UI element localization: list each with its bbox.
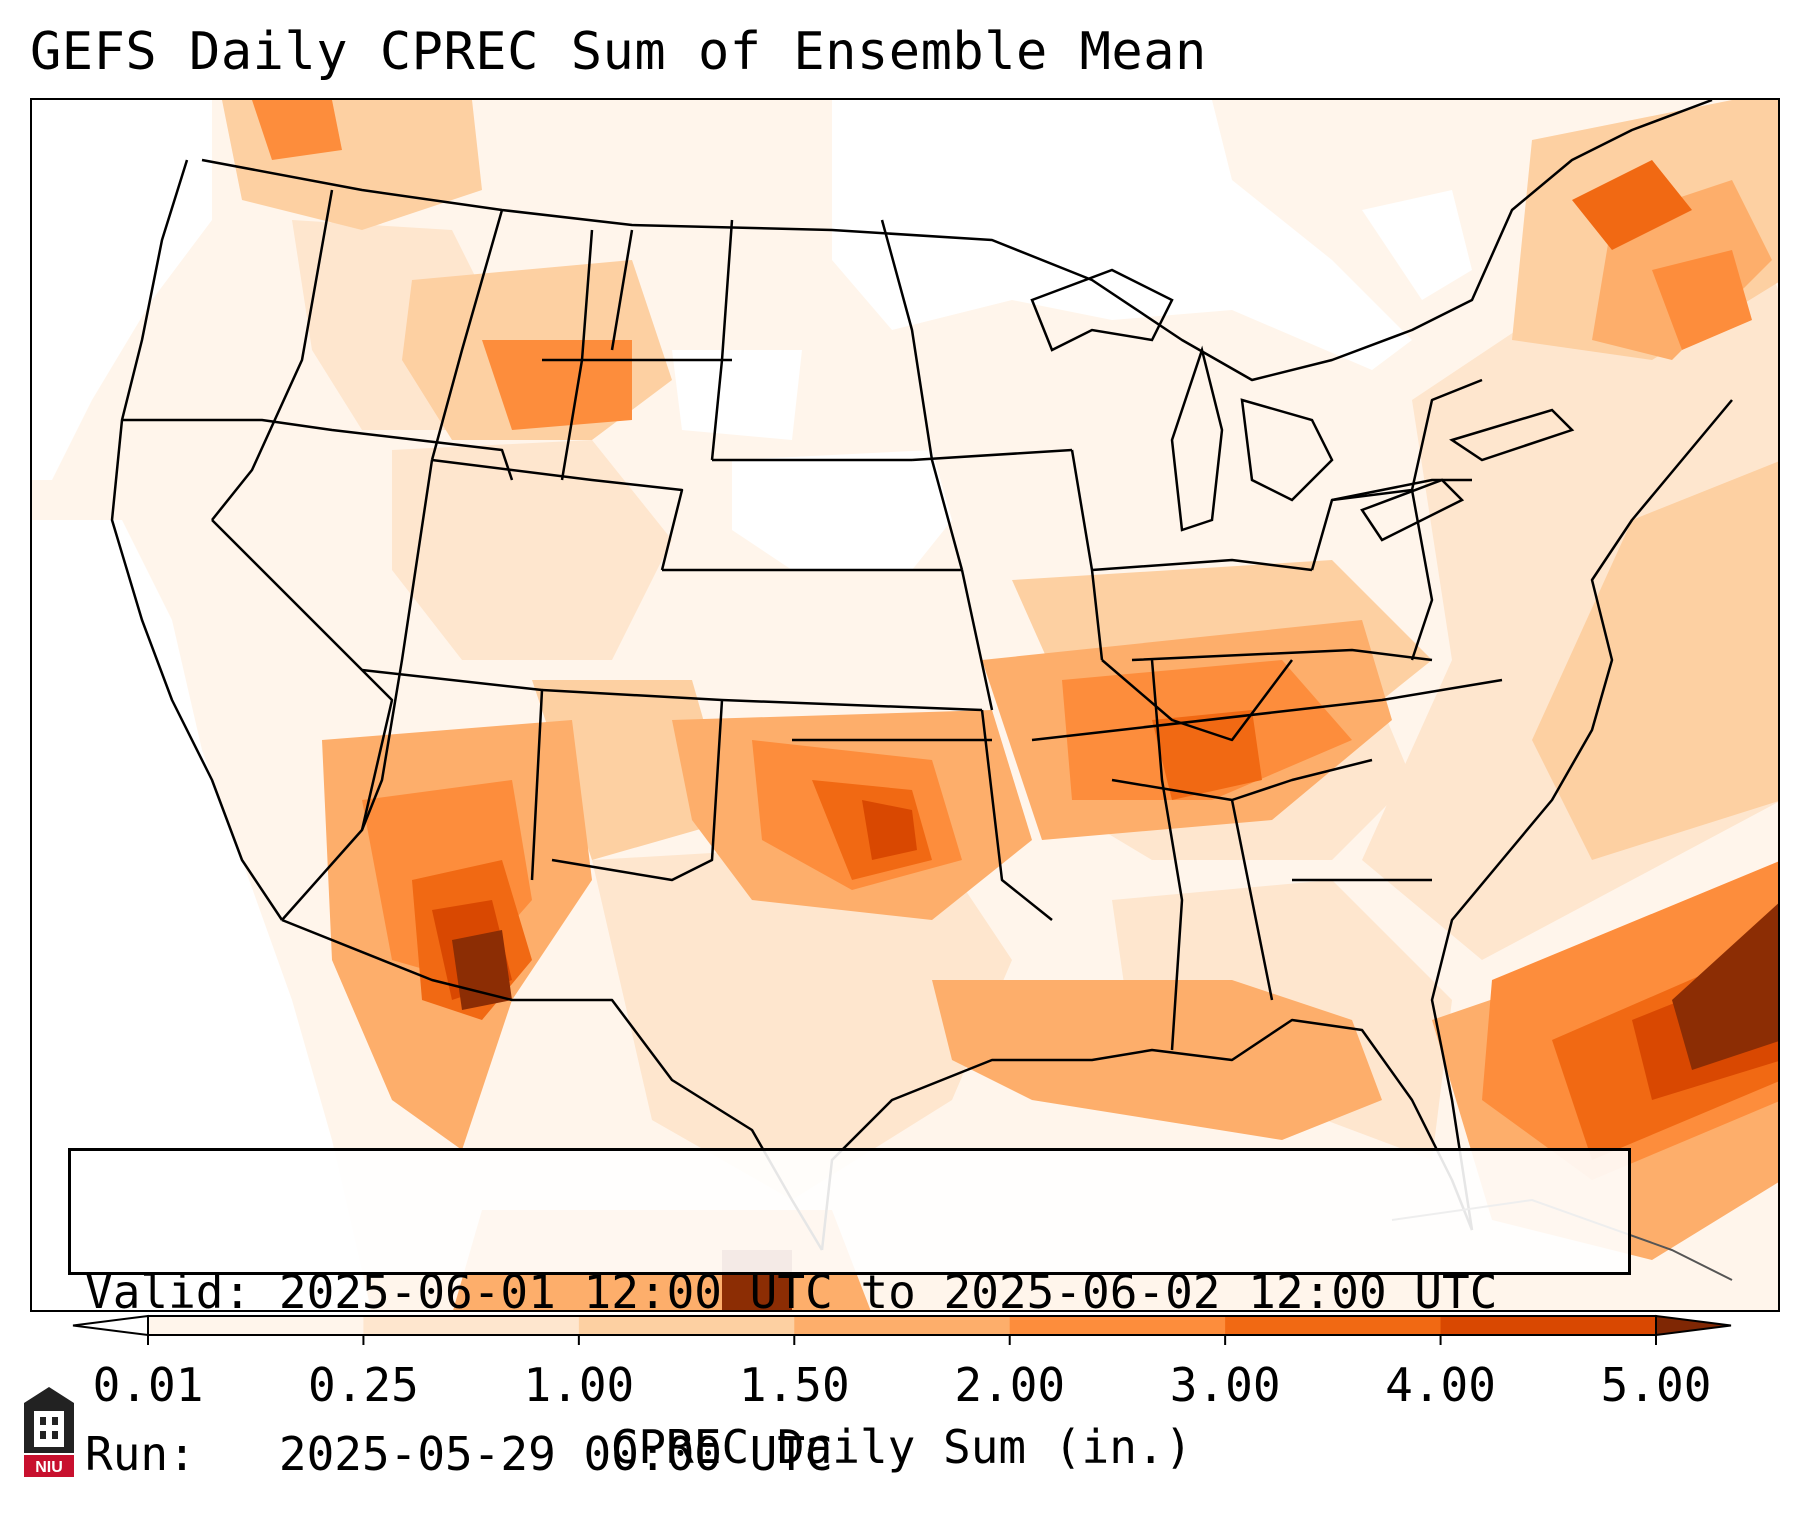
valid-line: Valid: 2025-06-01 12:00 UTC to 2025-06-0… <box>85 1265 1614 1319</box>
valid-value: 2025-06-01 12:00 UTC to 2025-06-02 12:00… <box>278 1265 1498 1319</box>
precip-map <box>32 100 1778 1310</box>
colorbar-tick-label: 1.50 <box>738 1358 850 1412</box>
colorbar-tick-label: 3.00 <box>1169 1358 1281 1412</box>
colorbar-tick-label: 1.00 <box>523 1358 635 1412</box>
run-value: 2025-05-29 00:00 UTC <box>278 1427 833 1481</box>
precip-none-areas <box>32 100 1472 1310</box>
state-boundaries <box>110 100 1733 1251</box>
run-label: Run: <box>85 1427 196 1481</box>
colorbar-tick-label: 0.01 <box>92 1358 204 1412</box>
great-lakes <box>1030 268 1575 542</box>
valid-label: Valid: <box>85 1265 252 1319</box>
colorbar-tick-label: 4.00 <box>1385 1358 1496 1412</box>
chart-title: GEFS Daily CPREC Sum of Ensemble Mean <box>30 22 1207 82</box>
colorbar-tick-label: 2.00 <box>954 1358 1066 1412</box>
run-line: Run: 2025-05-29 00:00 UTC <box>85 1427 1614 1481</box>
map-panel <box>30 98 1780 1312</box>
valid-run-box: Valid: 2025-06-01 12:00 UTC to 2025-06-0… <box>68 1148 1631 1481</box>
colorbar-tick-label: 0.25 <box>308 1358 419 1412</box>
colorbar-label: CPREC Daily Sum (in.) <box>610 1420 1193 1474</box>
colorbar-tick-label: 5.00 <box>1600 1358 1712 1412</box>
colorbar-over-arrow <box>1655 1314 1732 1337</box>
logo-text: NIU <box>35 1459 63 1476</box>
niu-logo: NIU <box>24 1387 74 1477</box>
